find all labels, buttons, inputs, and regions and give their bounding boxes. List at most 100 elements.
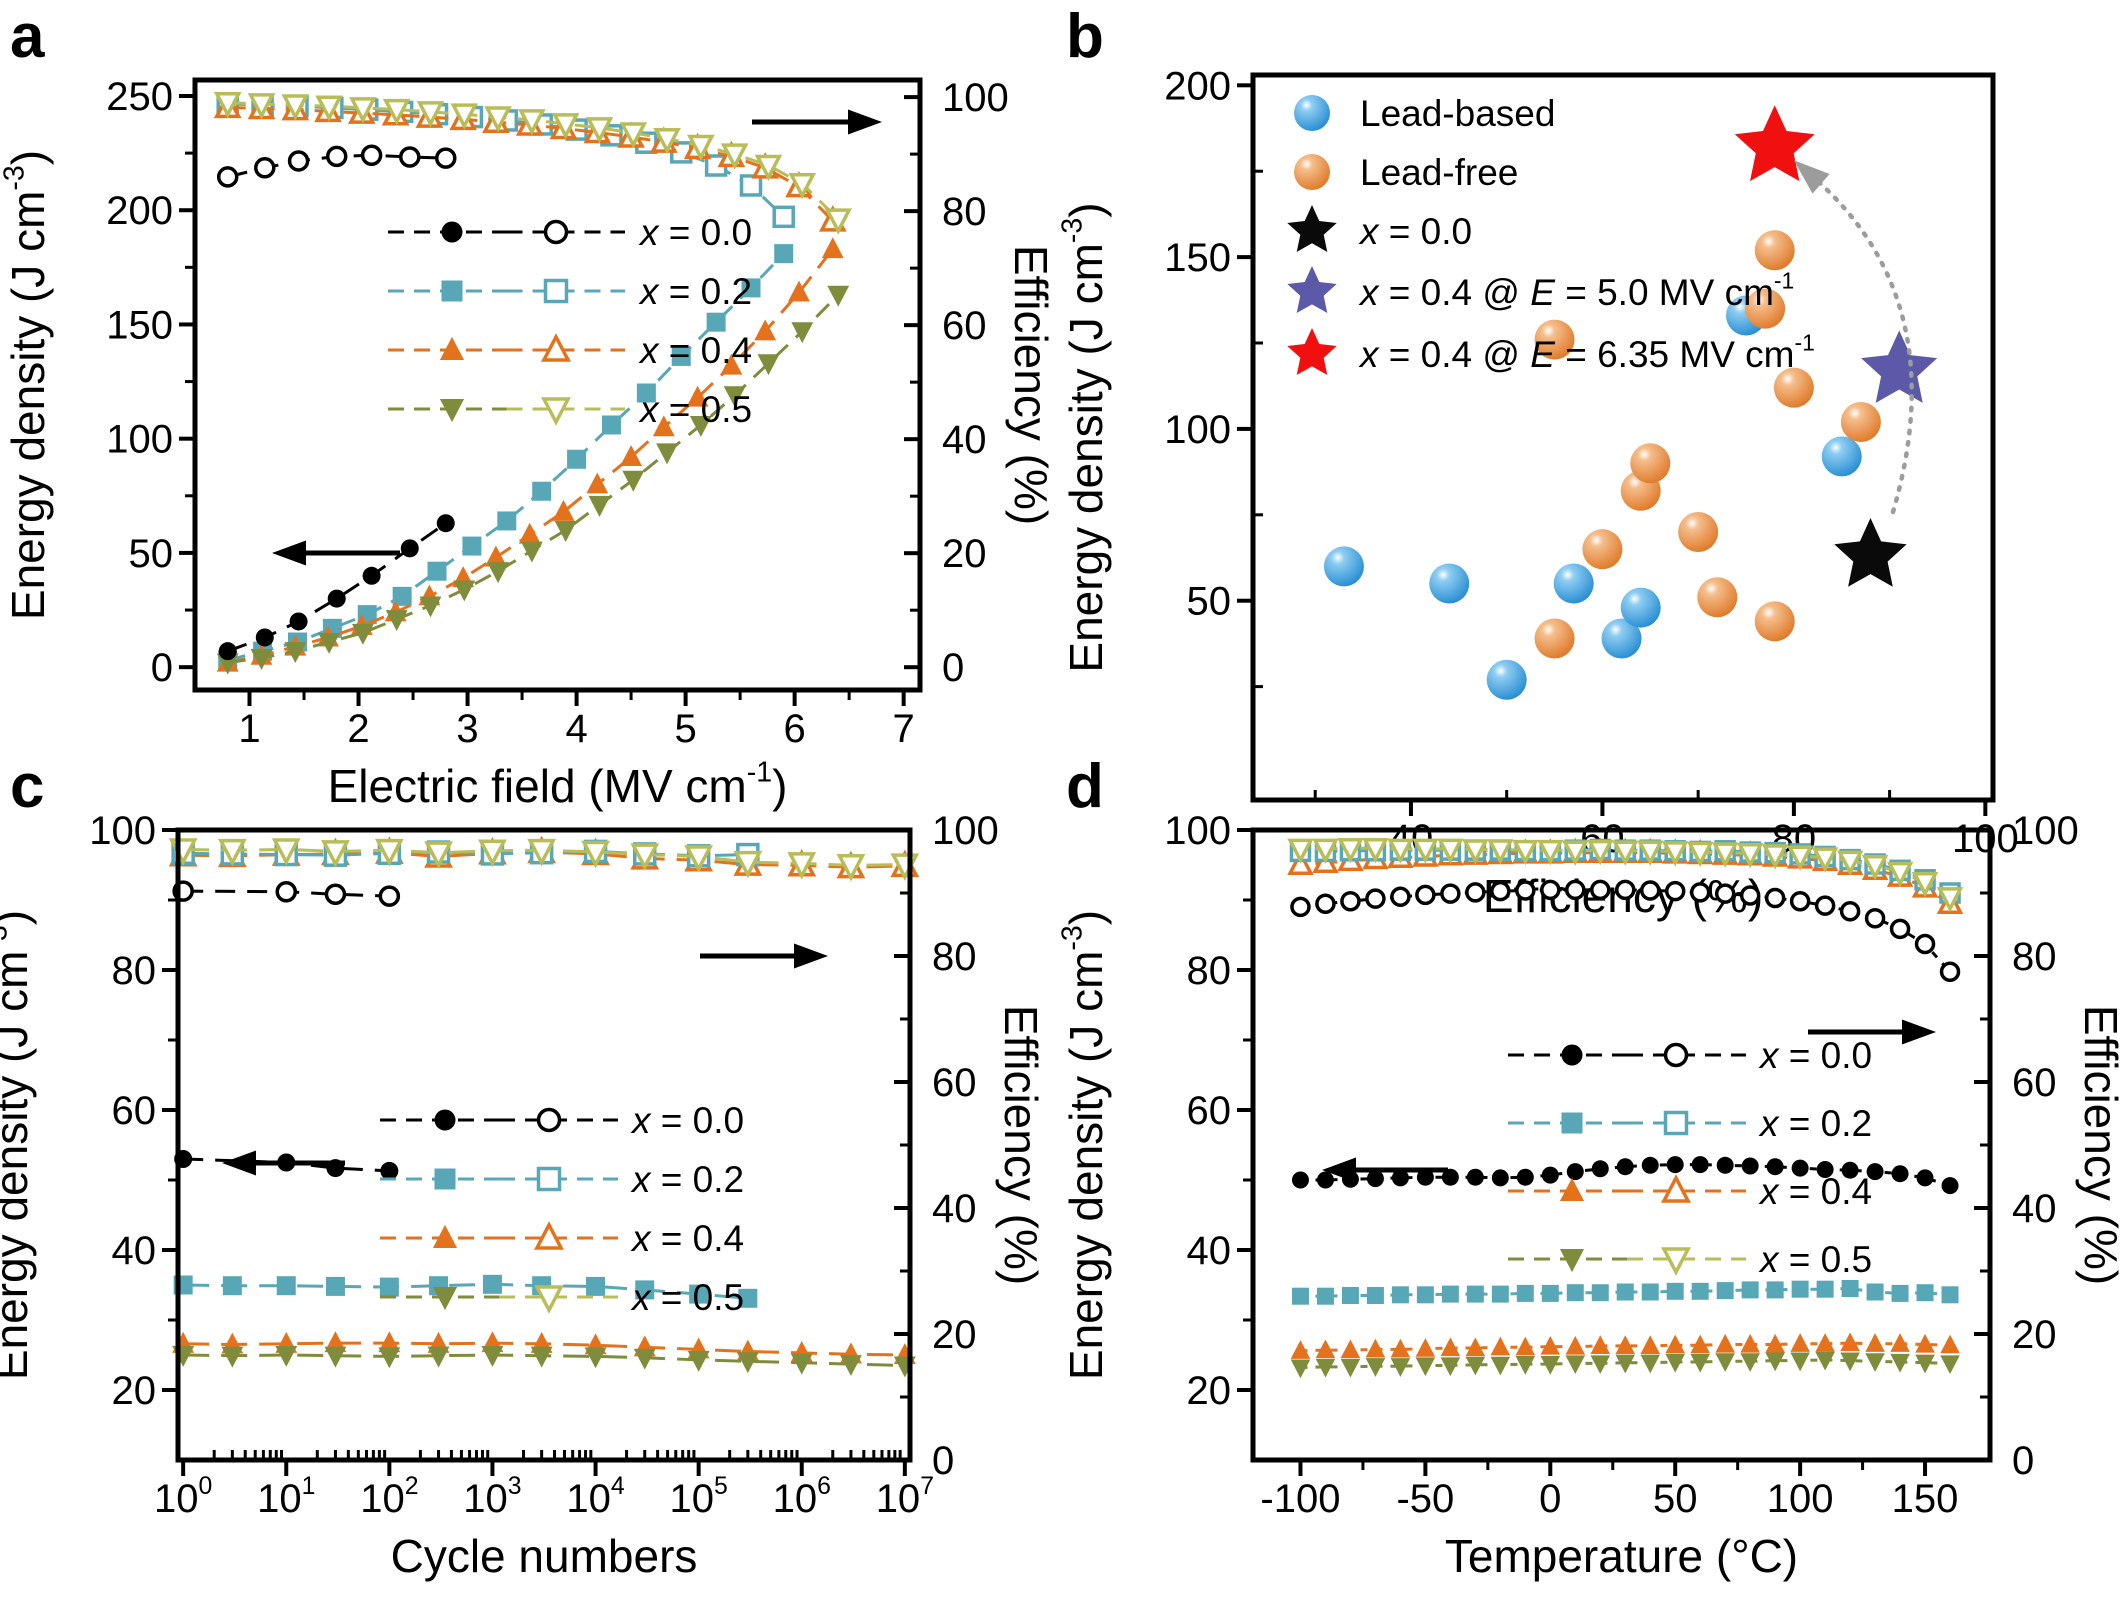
svg-text:60: 60 [932, 1061, 977, 1105]
trend-arrow [1793, 160, 1914, 515]
svg-text:x = 0.4: x = 0.4 [630, 1218, 744, 1259]
plot-frame [1250, 72, 1996, 803]
lead-based-point [1553, 563, 1594, 604]
series-d-x0.0-energy [1291, 1156, 1959, 1195]
svg-text:100: 100 [106, 418, 173, 462]
svg-text:40: 40 [932, 1187, 977, 1231]
lead-free-point [1745, 288, 1786, 329]
lead-based-point [1601, 618, 1642, 659]
lead-free-point [1697, 577, 1738, 618]
svg-text:100: 100 [1164, 408, 1231, 452]
panel-b-chart: 40608010050100150200Efficiency (%)Energy… [1056, 64, 2018, 922]
svg-text:0: 0 [932, 1439, 954, 1483]
lead-based-point [1821, 436, 1862, 477]
legend: x = 0.0 x = 0.2 x = 0.4 x = 0.5 [388, 212, 752, 430]
panel-letter-a: a [10, 2, 45, 71]
svg-text:100: 100 [1952, 817, 2019, 861]
svg-text:20: 20 [2012, 1313, 2057, 1357]
series-c-x0.2-efficiency [171, 839, 760, 868]
svg-text:x = 0.4: x = 0.4 [638, 330, 752, 371]
svg-text:20: 20 [112, 1369, 157, 1413]
axis-arrows [272, 109, 882, 566]
svg-text:102: 102 [360, 1473, 418, 1521]
svg-text:80: 80 [1187, 949, 1232, 993]
star-marker [1861, 330, 1938, 403]
svg-text:106: 106 [773, 1473, 831, 1521]
svg-text:50: 50 [1653, 1477, 1698, 1521]
svg-text:250: 250 [106, 75, 173, 119]
svg-text:60: 60 [2012, 1061, 2057, 1105]
axis-arrows [1322, 1019, 1936, 1183]
lead-free-point [1840, 402, 1881, 443]
series-a-x0.0-efficiency [216, 144, 457, 188]
lead-free-point [1630, 443, 1671, 484]
svg-text:x = 0.4 @ E = 6.35 MV cm-1: x = 0.4 @ E = 6.35 MV cm-1 [1358, 329, 1815, 375]
lead-based-point [1620, 587, 1661, 628]
series-a-x0.0-energy [218, 514, 455, 661]
svg-text:x = 0.0: x = 0.0 [638, 212, 752, 253]
lead-free-point [1534, 618, 1575, 659]
axes: 40608010050100150200 [1164, 64, 2018, 861]
svg-text:0: 0 [1539, 1477, 1561, 1521]
svg-text:101: 101 [257, 1473, 315, 1521]
svg-text:100: 100 [154, 1473, 212, 1521]
svg-text:107: 107 [876, 1473, 934, 1521]
svg-text:80: 80 [2012, 935, 2057, 979]
svg-text:-50: -50 [1396, 1477, 1454, 1521]
svg-text:Temperature (°C): Temperature (°C) [1445, 1530, 1798, 1582]
svg-text:Efficiency (%): Efficiency (%) [1005, 245, 1057, 525]
svg-text:100: 100 [1767, 1477, 1834, 1521]
svg-text:3: 3 [456, 707, 478, 751]
svg-text:x = 0.0: x = 0.0 [630, 1100, 744, 1141]
plot-frame [192, 77, 923, 693]
lead-free-point [1534, 319, 1575, 360]
panel-letter-c: c [10, 752, 45, 821]
series-c-x0.5-energy [172, 1345, 916, 1378]
svg-text:x = 0.2: x = 0.2 [638, 271, 752, 312]
lead-based-point [1323, 546, 1364, 587]
svg-text:20: 20 [942, 532, 987, 576]
lead-free-point [1754, 601, 1795, 642]
panel-letter-d: d [1066, 752, 1104, 821]
svg-text:Energy density (J cm-3): Energy density (J cm-3) [0, 150, 54, 620]
svg-text:20: 20 [932, 1313, 977, 1357]
panel-a-chart: 1 2 3 4 5 6 7050100150200250020406080100Electr… [0, 75, 1057, 812]
legend: Lead-based Lead-free x = 0.0 x = 0.4 @ E = … [1287, 93, 1815, 375]
lead-based-point [1429, 563, 1470, 604]
svg-text:60: 60 [112, 1089, 157, 1133]
svg-text:0: 0 [2012, 1439, 2034, 1483]
svg-text:Energy density (J cm-3): Energy density (J cm-3) [0, 910, 37, 1380]
svg-text:x = 0.2: x = 0.2 [630, 1159, 744, 1200]
svg-text:0: 0 [151, 646, 173, 690]
svg-text:x = 0.0: x = 0.0 [1358, 211, 1472, 252]
svg-text:80: 80 [932, 935, 977, 979]
svg-text:40: 40 [112, 1229, 157, 1273]
svg-text:40: 40 [1187, 1229, 1232, 1273]
svg-text:80: 80 [112, 949, 157, 993]
axes: -100 -50 0 50 100 150 20 40 60 80 100 0 20 40 60 80 100 [1164, 809, 2079, 1521]
star-marker [1734, 105, 1815, 182]
panel-c-chart: 100 101 102 103 104 105 106 107 20 40 60 80 100 0 20 40… [0, 809, 1047, 1582]
series-d-x0.5-energy [1290, 1351, 1960, 1379]
svg-text:Energy density (J cm-3): Energy density (J cm-3) [1056, 910, 1112, 1380]
lead-free-point [1773, 367, 1814, 408]
lead-free-point [1582, 529, 1623, 570]
svg-text:-100: -100 [1260, 1477, 1340, 1521]
svg-text:2: 2 [347, 707, 369, 751]
svg-text:x = 0.0: x = 0.0 [1758, 1035, 1872, 1076]
svg-text:80: 80 [942, 190, 987, 234]
svg-text:Lead-free: Lead-free [1360, 152, 1518, 193]
svg-text:50: 50 [1187, 580, 1232, 624]
svg-text:150: 150 [1164, 236, 1231, 280]
scatter-points [1323, 105, 1938, 700]
series-d-x0.4-energy [1290, 1332, 1960, 1359]
lead-free-point [1678, 511, 1719, 552]
svg-text:100: 100 [1164, 809, 1231, 853]
series-c-x0.0-efficiency [172, 880, 401, 907]
svg-text:1: 1 [238, 707, 260, 751]
svg-text:0: 0 [942, 646, 964, 690]
lead-based-point [1486, 659, 1527, 700]
svg-text:Cycle numbers: Cycle numbers [391, 1530, 698, 1582]
